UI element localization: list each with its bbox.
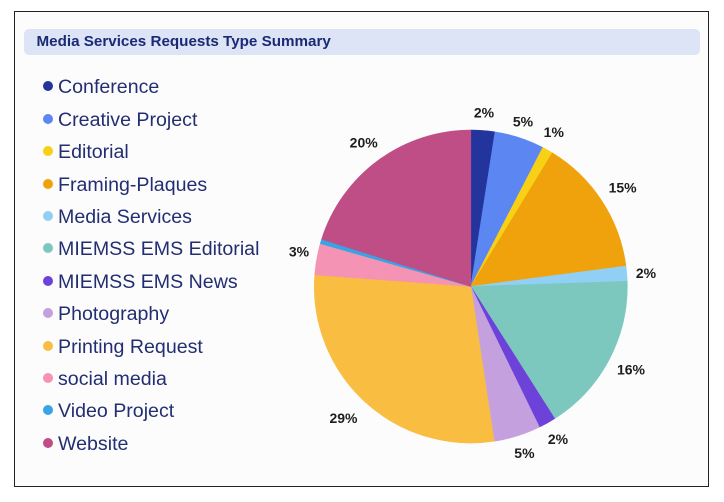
svg-text:3%: 3% [289,244,310,260]
svg-text:29%: 29% [329,410,358,426]
svg-text:2%: 2% [636,265,657,281]
svg-text:16%: 16% [617,361,646,377]
svg-text:1%: 1% [544,124,565,140]
svg-text:5%: 5% [513,114,534,130]
svg-text:20%: 20% [350,135,379,151]
svg-text:2%: 2% [548,431,569,447]
svg-text:5%: 5% [514,445,535,461]
svg-text:2%: 2% [474,105,495,121]
svg-text:15%: 15% [609,180,638,196]
